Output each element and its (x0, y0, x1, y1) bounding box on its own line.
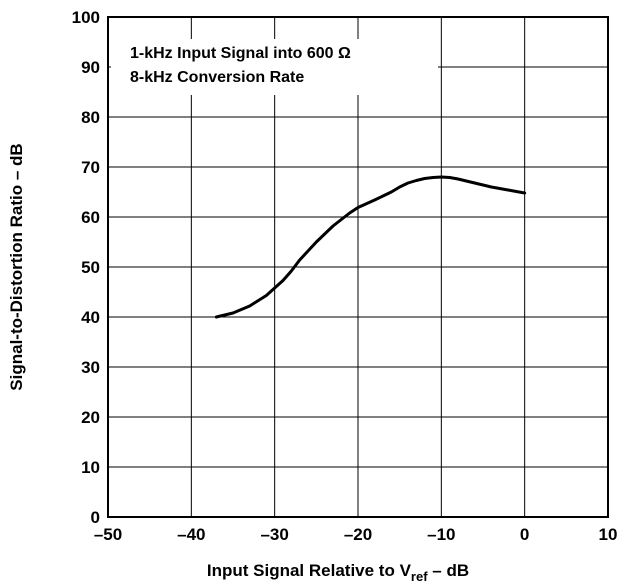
y-tick-label: 90 (81, 58, 100, 77)
x-tick-label: 0 (520, 525, 529, 544)
x-tick-label: –50 (94, 525, 122, 544)
y-tick-label: 20 (81, 408, 100, 427)
y-tick-label: 80 (81, 108, 100, 127)
y-tick-label: 60 (81, 208, 100, 227)
x-tick-label: –20 (344, 525, 372, 544)
y-axis-title: Signal-to-Distortion Ratio – dB (7, 143, 26, 390)
x-axis-title-suffix: – dB (428, 561, 470, 580)
annotation: 1-kHz Input Signal into 600 Ω 8-kHz Conve… (130, 45, 351, 86)
annotation-box (111, 39, 438, 95)
series (214, 175, 527, 319)
plot-frame (107, 16, 609, 518)
series-line (214, 175, 527, 319)
y-tick-label: 50 (81, 258, 100, 277)
y-tick-label: 70 (81, 158, 100, 177)
annotation-line: 1-kHz Input Signal into 600 Ω (130, 45, 351, 62)
y-tick-label: 100 (72, 8, 100, 27)
y-tick-label: 0 (91, 508, 100, 527)
x-tick-label: –40 (177, 525, 205, 544)
x-tick-label: 10 (599, 525, 618, 544)
y-tick-label: 10 (81, 458, 100, 477)
annotation-line: 8-kHz Conversion Rate (130, 69, 304, 86)
y-tick-label: 40 (81, 308, 100, 327)
x-axis-title-main: Input Signal Relative to V (207, 561, 412, 580)
y-tick-label: 30 (81, 358, 100, 377)
x-axis-title-subscript: ref (411, 569, 428, 584)
x-tick-label: –10 (427, 525, 455, 544)
x-tick-label: –30 (260, 525, 288, 544)
x-axis-title: Input Signal Relative to Vref – dB (207, 561, 469, 584)
